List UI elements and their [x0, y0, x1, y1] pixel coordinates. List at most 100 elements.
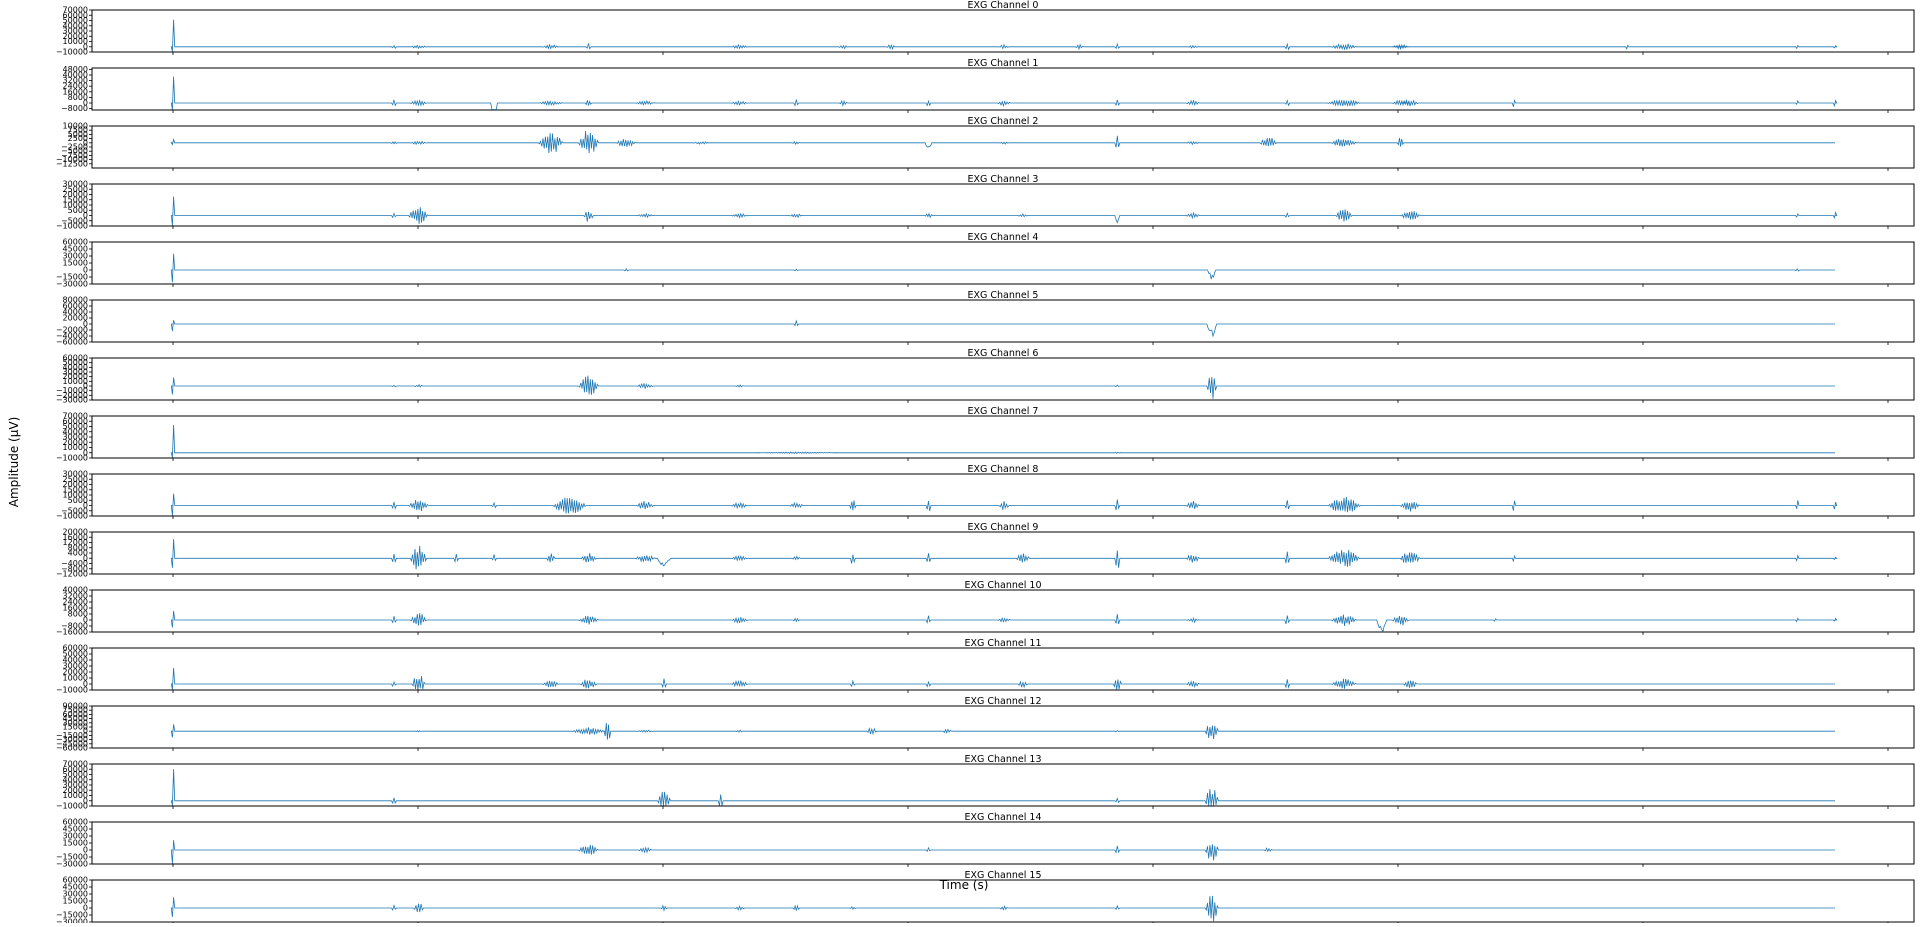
- y-tick-label: −40000: [56, 332, 88, 341]
- y-tick-label: 8000: [68, 93, 88, 102]
- channel-panel: EXG Channel 2 100007500500025000−2500−500…: [56, 116, 1915, 171]
- y-tick-label: −5000: [61, 506, 88, 515]
- y-tick-label: 30000: [63, 718, 88, 727]
- channel-title: EXG Channel 8: [968, 464, 1039, 475]
- y-tick-label: −15000: [56, 853, 88, 862]
- y-tick-label: −15000: [56, 273, 88, 282]
- y-tick-label: 10000: [63, 122, 88, 131]
- y-tick-label: 20000: [63, 190, 88, 199]
- y-tick-label: 15000: [63, 897, 88, 906]
- y-tick-label: −20000: [56, 326, 88, 335]
- y-tick-label: 15000: [63, 839, 88, 848]
- y-tick-label: 60000: [63, 765, 88, 774]
- y-tick-label: 0: [83, 266, 88, 275]
- y-tick-label: 40000: [63, 71, 88, 80]
- y-tick-label: 5000: [68, 496, 88, 505]
- y-tick-label: 8000: [68, 610, 88, 619]
- y-tick-label: 30000: [63, 27, 88, 36]
- y-tick-label: −12000: [56, 570, 88, 579]
- y-tick-label: −15000: [56, 911, 88, 920]
- y-tick-label: 25000: [63, 475, 88, 484]
- channel-title: EXG Channel 14: [964, 812, 1041, 823]
- y-tick-label: 0: [83, 138, 88, 147]
- y-tick-label: −12500: [56, 159, 88, 168]
- y-tick-label: 12000: [63, 538, 88, 547]
- channel-title: EXG Channel 3: [968, 174, 1039, 185]
- y-tick-label: 15000: [63, 259, 88, 268]
- channel-panel: EXG Channel 15 600004500030000150000−1500…: [56, 870, 1915, 927]
- y-tick-label: 2500: [68, 134, 88, 143]
- channel-title: EXG Channel 11: [964, 638, 1041, 649]
- y-tick-label: 45000: [63, 825, 88, 834]
- channel-title: EXG Channel 7: [968, 406, 1039, 417]
- y-tick-label: −10000: [56, 222, 88, 231]
- y-tick-label: 20000: [63, 314, 88, 323]
- y-tick-label: 45000: [63, 883, 88, 892]
- y-tick-label: −30000: [56, 918, 88, 924]
- y-tick-label: 8000: [68, 543, 88, 552]
- axes-frame: [91, 879, 1915, 923]
- y-tick-label: 30000: [63, 832, 88, 841]
- y-tick-label: 50000: [63, 770, 88, 779]
- axes-frame: [91, 357, 1915, 401]
- channel-panel: EXG Channel 14 600004500030000150000−1500…: [56, 812, 1915, 869]
- y-tick-label: 0: [83, 796, 88, 805]
- y-tick-label: −30000: [56, 280, 88, 289]
- y-tick-label: 0: [83, 382, 88, 391]
- axes-frame: [91, 299, 1915, 343]
- y-tick-label: 30000: [63, 433, 88, 442]
- signal-trace: [170, 424, 1835, 458]
- y-tick-label: 10000: [63, 377, 88, 386]
- y-tick-label: 70000: [63, 6, 88, 15]
- y-tick-label: −10000: [56, 686, 88, 695]
- channel-panel: EXG Channel 12 90000750006000045000300001…: [56, 696, 1915, 753]
- y-tick-label: 60000: [63, 302, 88, 311]
- y-tick-label: 10000: [63, 491, 88, 500]
- axes-frame: [91, 183, 1915, 227]
- channel-title: EXG Channel 15: [964, 870, 1041, 881]
- y-tick-label: 60000: [63, 818, 88, 827]
- axes-frame: [91, 241, 1915, 285]
- y-tick-label: 60000: [63, 11, 88, 20]
- channel-panel: EXG Channel 3 300002500020000150001000050…: [56, 174, 1915, 231]
- y-tick-label: −10000: [56, 454, 88, 463]
- y-tick-label: −4000: [61, 559, 88, 568]
- y-tick-label: −16000: [56, 628, 88, 637]
- y-tick-label: 0: [83, 680, 88, 689]
- y-tick-label: 15000: [63, 195, 88, 204]
- signal-trace: [170, 539, 1838, 570]
- signal-trace: [170, 493, 1838, 516]
- signal-trace: [170, 722, 1835, 740]
- y-tick-label: 30000: [63, 781, 88, 790]
- channel-panel: EXG Channel 7 700006000050000400003000020…: [56, 406, 1915, 463]
- y-tick-label: 0: [83, 99, 88, 108]
- channel-title: EXG Channel 2: [968, 116, 1039, 127]
- channel-panel: EXG Channel 0 700006000050000400003000020…: [56, 0, 1915, 57]
- channel-panel: EXG Channel 4 600004500030000150000−15000…: [56, 232, 1915, 289]
- channel-title: EXG Channel 9: [968, 522, 1039, 533]
- y-tick-label: 5000: [68, 206, 88, 215]
- y-tick-label: 50000: [63, 422, 88, 431]
- y-tick-label: −30000: [56, 396, 88, 405]
- y-tick-label: 0: [83, 320, 88, 329]
- axes-frame: [91, 821, 1915, 865]
- signal-trace: [170, 130, 1835, 154]
- y-tick-label: 0: [83, 727, 88, 736]
- y-tick-label: 10000: [63, 791, 88, 800]
- y-tick-label: 50000: [63, 16, 88, 25]
- y-tick-label: 20000: [63, 786, 88, 795]
- y-tick-label: 20000: [63, 32, 88, 41]
- y-tick-label: 10000: [63, 674, 88, 683]
- y-tick-label: −10000: [56, 512, 88, 521]
- y-tick-label: 40000: [63, 656, 88, 665]
- y-tick-label: −30000: [56, 860, 88, 869]
- signal-trace: [170, 840, 1835, 864]
- y-tick-label: 24000: [63, 82, 88, 91]
- y-tick-label: 45000: [63, 714, 88, 723]
- channel-panel: EXG Channel 5 800006000040000200000−20000…: [56, 290, 1915, 347]
- channel-title: EXG Channel 5: [968, 290, 1039, 301]
- y-tick-label: −7500: [61, 151, 88, 160]
- y-tick-label: 60000: [63, 644, 88, 653]
